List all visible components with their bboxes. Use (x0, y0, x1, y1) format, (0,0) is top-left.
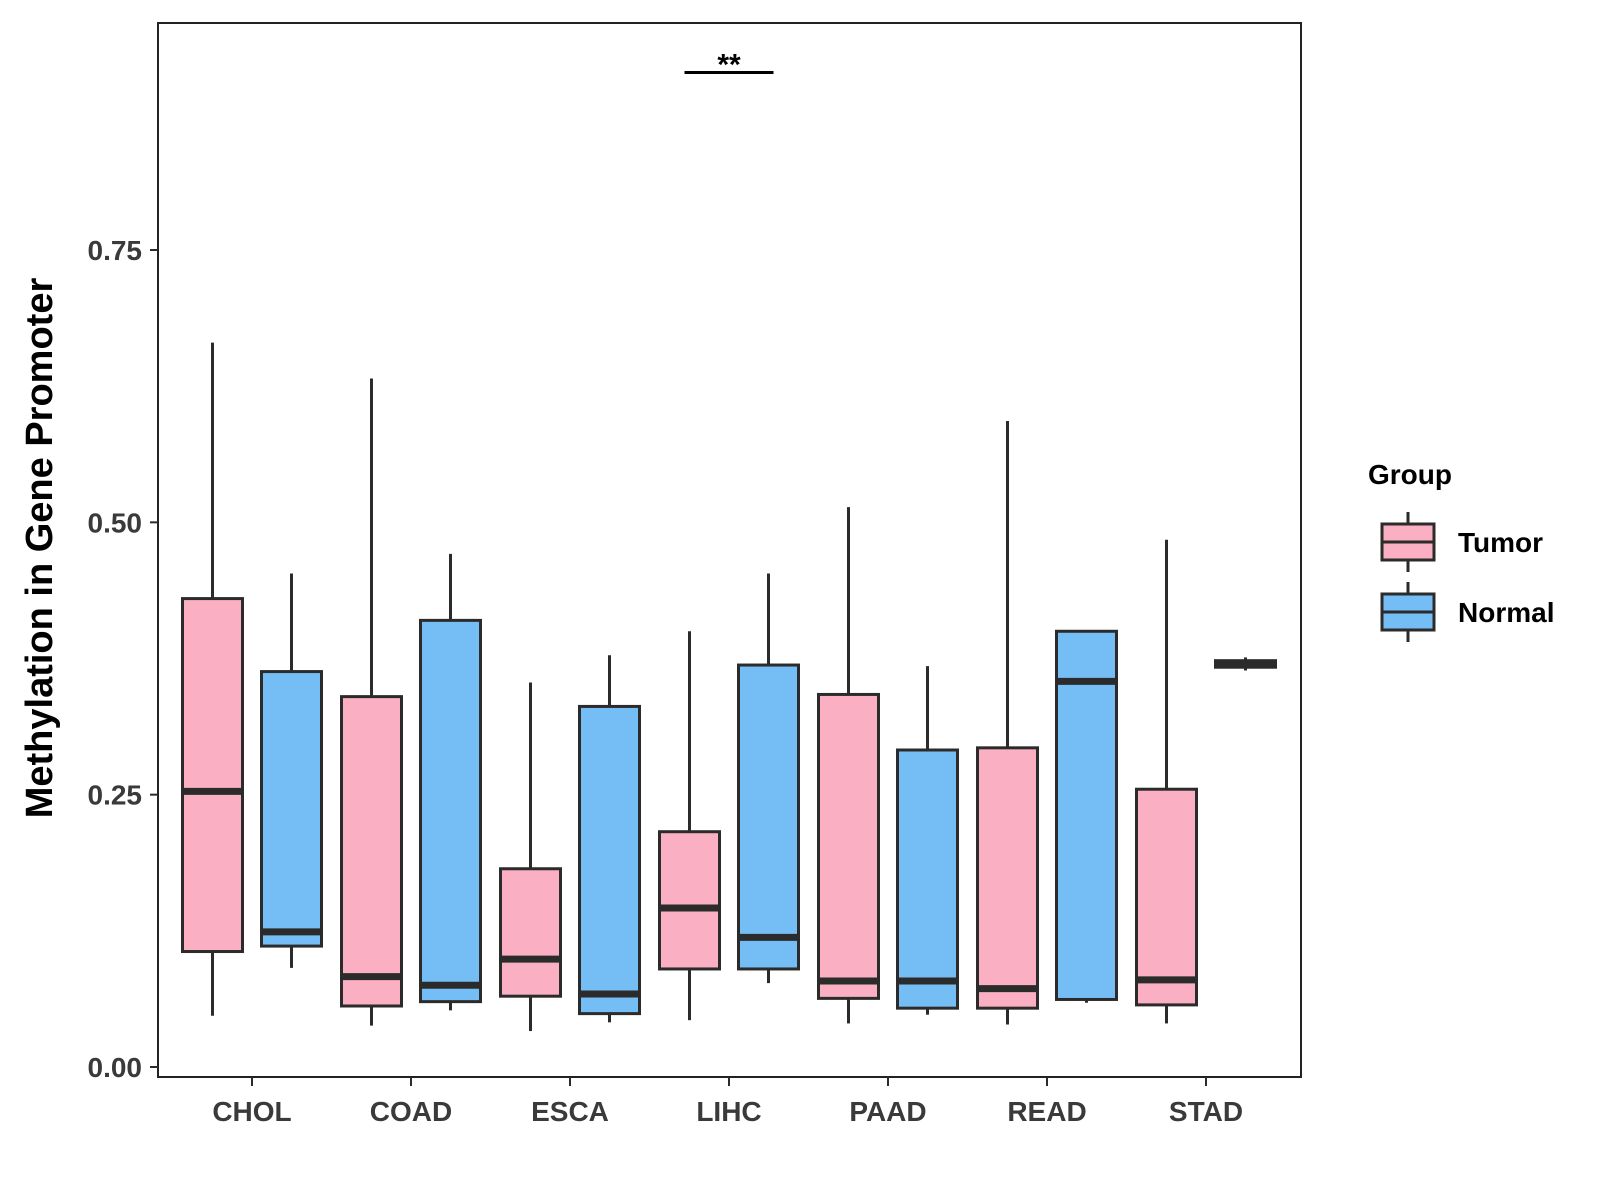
box-normal-stad (1214, 657, 1277, 671)
plot-panel-border (157, 22, 1302, 1078)
legend-item-normal: Normal (1380, 582, 1554, 642)
box-iqr (737, 663, 800, 971)
y-tick-label: 0.25 (88, 780, 143, 811)
box-iqr (260, 670, 323, 948)
box-normal-esca (578, 655, 641, 1023)
significance-annotations: ** (684, 48, 774, 81)
y-axis: 0.00 0.25 0.50 0.75 (88, 235, 158, 1083)
box-normal-read (1055, 629, 1118, 1003)
box-iqr (896, 748, 959, 1010)
y-tick-label: 0.75 (88, 235, 143, 266)
x-tick-label: READ (1007, 1096, 1086, 1127)
legend-title: Group (1368, 459, 1452, 490)
box-iqr (1055, 629, 1118, 1001)
x-tick-label: PAAD (849, 1096, 926, 1127)
y-axis-title: Methylation in Gene Promoter (19, 278, 61, 819)
legend-label: Tumor (1458, 527, 1543, 558)
y-tick-label: 0.50 (88, 507, 143, 538)
x-tick-label: STAD (1169, 1096, 1243, 1127)
box-iqr (181, 597, 244, 954)
legend-label: Normal (1458, 597, 1554, 628)
box-tumor-coad (340, 378, 403, 1026)
box-tumor-read (976, 421, 1039, 1025)
box-iqr (340, 695, 403, 1008)
box-iqr (817, 692, 880, 1000)
legend-item-tumor: Tumor (1380, 512, 1543, 572)
y-tick-label: 0.00 (88, 1052, 143, 1083)
box-series (181, 342, 1277, 1032)
box-iqr (1135, 787, 1198, 1007)
box-iqr (499, 867, 562, 998)
x-tick-label: LIHC (696, 1096, 761, 1127)
significance-label: ** (717, 48, 741, 81)
box-iqr (419, 618, 482, 1004)
x-axis: CHOL COAD ESCA LIHC PAAD READ STAD (212, 1077, 1243, 1127)
box-normal-lihc (737, 573, 800, 984)
box-tumor-stad (1135, 539, 1198, 1024)
x-tick-label: ESCA (531, 1096, 609, 1127)
box-iqr (976, 746, 1039, 1010)
box-tumor-chol (181, 342, 244, 1016)
box-normal-chol (260, 573, 323, 968)
box-tumor-paad (817, 507, 880, 1024)
box-tumor-esca (499, 682, 562, 1032)
box-normal-coad (419, 553, 482, 1011)
box-iqr (578, 704, 641, 1016)
box-tumor-lihc (658, 631, 721, 1021)
legend: Group Tumor Normal (1368, 459, 1554, 642)
x-tick-label: COAD (370, 1096, 452, 1127)
box-normal-paad (896, 666, 959, 1015)
x-tick-label: CHOL (212, 1096, 291, 1127)
box-iqr (658, 830, 721, 971)
